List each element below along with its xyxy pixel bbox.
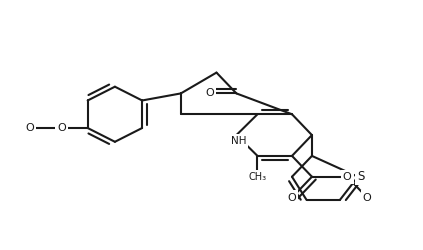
Text: O: O <box>288 192 297 202</box>
Text: O: O <box>343 172 352 182</box>
Text: O: O <box>25 123 34 133</box>
Text: O: O <box>363 192 371 202</box>
Text: S: S <box>357 170 365 183</box>
Text: O: O <box>205 88 214 99</box>
Text: CH₃: CH₃ <box>248 172 266 182</box>
Text: O: O <box>57 123 66 133</box>
Text: NH: NH <box>231 136 246 146</box>
